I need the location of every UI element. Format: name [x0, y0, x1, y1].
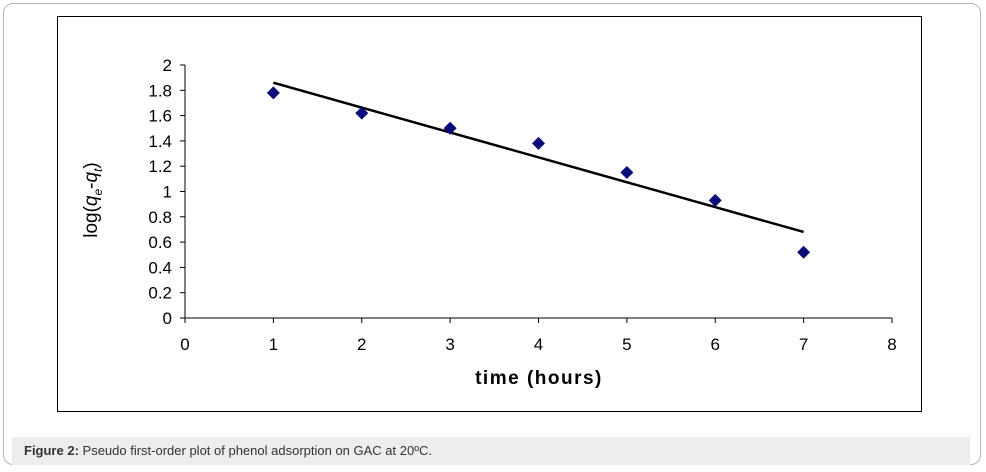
x-tick-label: 4: [534, 335, 543, 354]
y-label-minus: -: [81, 182, 102, 188]
scatter-chart: 0 0.2 0.4 0.6 0.8 1 1.2 1.4 1.6 1.8 2 0 1 2 3 4 5 6 7 8 ti…: [81, 56, 897, 389]
x-tick-label: 3: [445, 335, 454, 354]
y-label-sub-e: e: [91, 189, 105, 196]
x-axis: 0 1 2 3 4 5 6 7 8: [180, 317, 897, 354]
y-axis-label: log(qe-qt): [81, 162, 105, 238]
data-point: [266, 86, 280, 100]
trendline: [273, 81, 804, 234]
x-tick-label: 0: [180, 335, 189, 354]
x-tick-label: 2: [357, 335, 366, 354]
y-tick-label: 0.8: [148, 208, 172, 227]
y-tick-label: 1: [163, 183, 172, 202]
x-tick-label: 5: [622, 335, 631, 354]
data-point: [797, 245, 811, 259]
data-point: [443, 121, 457, 135]
y-tick-label: 0: [163, 309, 172, 328]
data-point: [620, 166, 634, 180]
x-axis-label: time (hours): [475, 368, 603, 389]
trendline-group: [273, 81, 804, 234]
y-label-close: ): [81, 162, 102, 168]
data-point: [355, 106, 369, 120]
x-tick-label: 6: [711, 335, 720, 354]
data-point: [708, 193, 722, 207]
y-tick-label: 0.2: [148, 284, 172, 303]
y-label-log: log(: [81, 205, 102, 237]
y-tick-label: 1.6: [148, 107, 172, 126]
y-tick-label: 2: [163, 56, 172, 75]
chart-area: 0 0.2 0.4 0.6 0.8 1 1.2 1.4 1.6 1.8 2 0 1 2 3 4 5 6 7 8 ti…: [57, 16, 922, 412]
caption-text: Pseudo first-order plot of phenol adsorp…: [78, 443, 432, 458]
y-label-q1: q: [81, 195, 102, 206]
y-label-sub-t: t: [91, 168, 105, 172]
y-axis: 0 0.2 0.4 0.6 0.8 1 1.2 1.4 1.6 1.8 2: [148, 56, 186, 328]
y-tick-label: 1.8: [148, 81, 172, 100]
x-tick-label: 8: [887, 335, 896, 354]
figure-caption: Figure 2: Pseudo first-order plot of phe…: [12, 437, 970, 465]
y-tick-label: 0.6: [148, 233, 172, 252]
x-tick-label: 1: [269, 335, 278, 354]
caption-label: Figure 2:: [24, 443, 79, 458]
y-tick-label: 1.2: [148, 157, 172, 176]
x-tick-label: 7: [799, 335, 808, 354]
y-tick-label: 0.4: [148, 258, 172, 277]
y-tick-label: 1.4: [148, 132, 172, 151]
y-label-q2: q: [81, 171, 102, 182]
data-points-group: [266, 86, 811, 259]
data-point: [532, 136, 545, 150]
